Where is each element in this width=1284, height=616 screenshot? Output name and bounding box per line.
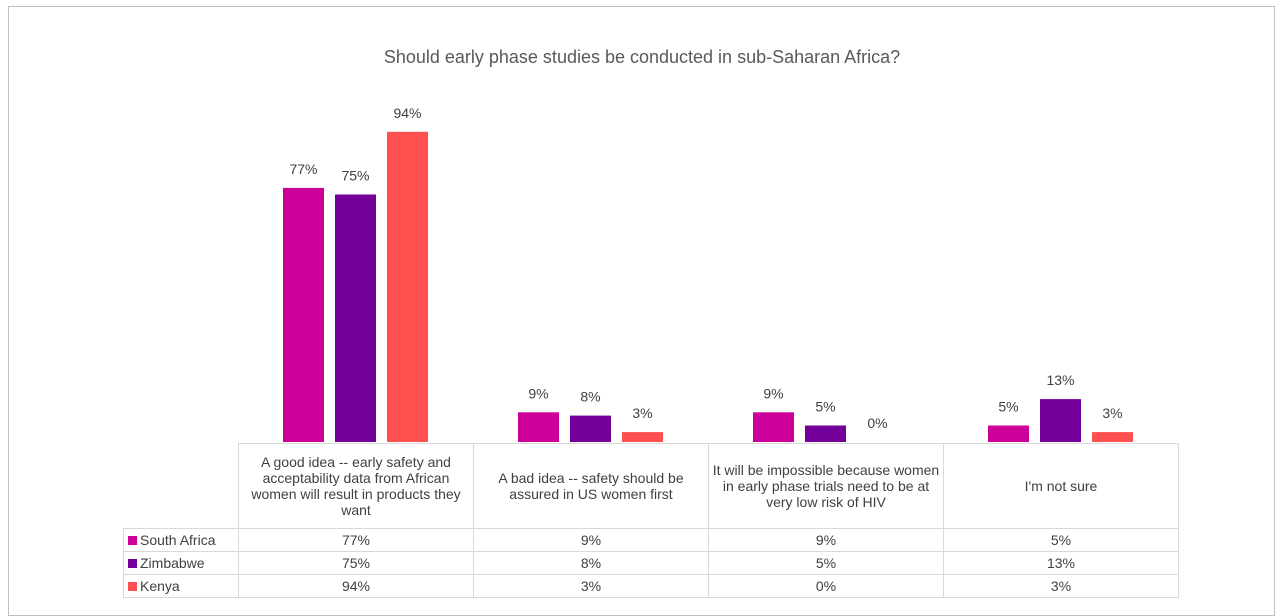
bar (518, 412, 559, 442)
bar (570, 415, 611, 442)
bar (805, 425, 846, 442)
category-label: A bad idea -- safety should be assured i… (473, 443, 709, 529)
series-name: South Africa (140, 532, 216, 548)
data-label: 77% (289, 161, 317, 177)
table-cell: 5% (708, 551, 944, 575)
table-corner (123, 443, 239, 529)
data-label: 5% (815, 399, 835, 415)
bar (1092, 432, 1133, 442)
chart-title: Should early phase studies be conducted … (383, 47, 901, 67)
table-cell: 8% (473, 551, 709, 575)
table-cell: 0% (708, 574, 944, 598)
legend-swatch (128, 558, 137, 568)
data-label: 9% (763, 385, 783, 401)
series-name: Kenya (140, 578, 180, 594)
bar (335, 194, 376, 442)
bar (387, 131, 428, 443)
bar (283, 187, 324, 442)
data-label: 13% (1046, 372, 1074, 388)
table-cell: 13% (943, 551, 1179, 575)
legend-entry: Kenya (123, 574, 239, 598)
data-label: 8% (580, 389, 600, 405)
table-cell: 94% (238, 574, 474, 598)
table-cell: 75% (238, 551, 474, 575)
data-label: 5% (998, 399, 1018, 415)
bar (1040, 399, 1081, 442)
bar (622, 432, 663, 442)
data-label: 3% (1102, 405, 1122, 421)
data-label: 75% (341, 168, 369, 184)
category-label: I'm not sure (943, 443, 1179, 529)
table-row: Kenya 94% 3% 0% 3% (123, 574, 1179, 598)
table-cell: 9% (708, 528, 944, 552)
legend-entry: Zimbabwe (123, 551, 239, 575)
bar (753, 412, 794, 442)
table-cell: 3% (943, 574, 1179, 598)
table-row: Zimbabwe 75% 8% 5% 13% (123, 551, 1179, 575)
table-cell: 77% (238, 528, 474, 552)
category-label: A good idea -- early safety and acceptab… (238, 443, 474, 529)
data-label: 9% (528, 385, 548, 401)
category-label: It will be impossible because women in e… (708, 443, 944, 529)
data-label: 0% (867, 415, 887, 431)
table-row: South Africa 77% 9% 9% 5% (123, 528, 1179, 552)
legend-swatch (128, 581, 137, 591)
legend-swatch (128, 535, 137, 545)
data-label: 94% (393, 105, 421, 121)
data-table: A good idea -- early safety and acceptab… (123, 443, 1179, 598)
table-cell: 9% (473, 528, 709, 552)
table-cell: 5% (943, 528, 1179, 552)
series-name: Zimbabwe (140, 555, 205, 571)
bar (988, 425, 1029, 442)
table-cell: 3% (473, 574, 709, 598)
legend-entry: South Africa (123, 528, 239, 552)
data-label: 3% (632, 405, 652, 421)
